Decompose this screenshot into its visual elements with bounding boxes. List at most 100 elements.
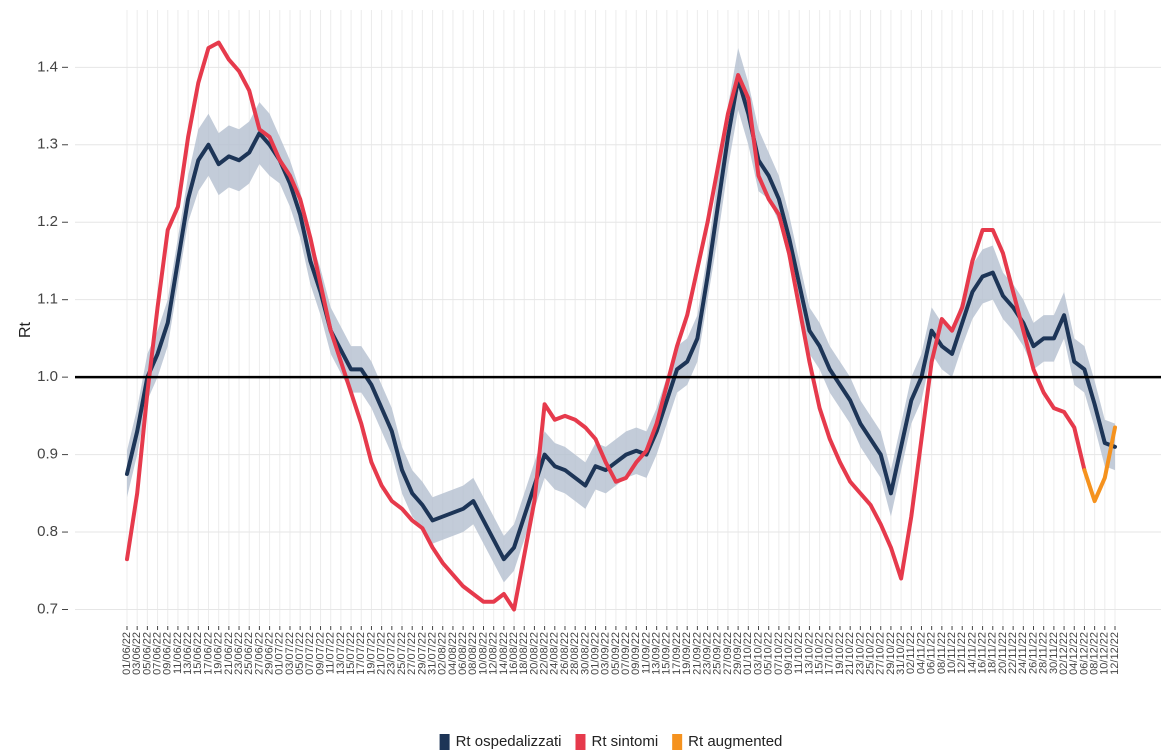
x-tick-label: 22/11/22 xyxy=(1007,632,1019,674)
x-tick-label: 29/09/22 xyxy=(732,632,744,675)
x-tick-label: 21/06/22 xyxy=(223,632,235,675)
x-tick-label: 15/10/22 xyxy=(814,632,826,675)
x-tick-label: 05/06/22 xyxy=(141,632,153,675)
x-tick-label: 09/09/22 xyxy=(630,632,642,675)
x-tick-label: 15/09/22 xyxy=(661,632,673,675)
x-tick-label: 09/10/22 xyxy=(783,632,795,675)
x-tick-label: 18/08/22 xyxy=(518,632,530,675)
x-tick-label: 09/06/22 xyxy=(162,632,174,675)
x-tick-label: 11/07/22 xyxy=(325,632,337,674)
x-tick-label: 05/10/22 xyxy=(763,632,775,675)
x-tick-label: 13/09/22 xyxy=(651,632,663,675)
x-tick-label: 31/07/22 xyxy=(426,632,438,675)
y-tick-label: 1.4 xyxy=(37,58,58,75)
x-tick-label: 17/10/22 xyxy=(824,632,836,675)
x-tick-label: 14/08/22 xyxy=(498,632,510,675)
x-tick-label: 06/11/22 xyxy=(926,632,938,674)
x-tick-label: 11/06/22 xyxy=(172,632,184,674)
series-line xyxy=(125,76,1117,562)
x-tick-label: 06/12/22 xyxy=(1078,632,1090,675)
x-tick-label: 28/08/22 xyxy=(569,632,581,675)
x-tick-label: 23/09/22 xyxy=(701,632,713,675)
legend-swatch xyxy=(575,734,586,750)
x-tick-label: 07/07/22 xyxy=(304,632,316,675)
y-tick-label: 1.2 xyxy=(37,213,58,230)
x-tick-label: 01/07/22 xyxy=(274,632,286,675)
y-tick-label: 0.9 xyxy=(37,446,58,463)
x-tick-label: 25/06/22 xyxy=(243,632,255,675)
x-tick-label: 02/08/22 xyxy=(437,632,449,675)
x-tick-label: 13/10/22 xyxy=(803,632,815,675)
y-tick-label: 0.7 xyxy=(37,600,58,617)
legend: Rt ospedalizzati Rt sintomi Rt augmented xyxy=(439,733,782,750)
series-line xyxy=(1082,425,1117,504)
x-tick-label: 26/11/22 xyxy=(1027,632,1039,674)
x-tick-label: 20/08/22 xyxy=(528,632,540,675)
x-tick-label: 24/11/22 xyxy=(1017,632,1029,674)
x-tick-label: 19/07/22 xyxy=(365,632,377,675)
x-tick-label: 04/08/22 xyxy=(447,632,459,675)
x-tick-label: 11/10/22 xyxy=(793,632,805,674)
x-tick-label: 11/09/22 xyxy=(640,632,652,674)
x-tick-label: 07/09/22 xyxy=(620,632,632,675)
x-tick-label: 23/06/22 xyxy=(233,632,245,675)
x-tick-label: 06/08/22 xyxy=(457,632,469,675)
x-tick-label: 25/07/22 xyxy=(396,632,408,675)
x-tick-label: 21/10/22 xyxy=(844,632,856,675)
x-tick-label: 16/08/22 xyxy=(508,632,520,675)
y-tick-label: 0.8 xyxy=(37,523,58,540)
x-tick-label: 22/08/22 xyxy=(539,632,551,675)
x-tick-label: 29/07/22 xyxy=(416,632,428,675)
y-tick-label: 1.3 xyxy=(37,136,58,153)
x-tick-label: 03/09/22 xyxy=(600,632,612,675)
x-tick-label: 13/07/22 xyxy=(335,632,347,675)
x-tick-label: 27/06/22 xyxy=(253,632,265,675)
legend-label: Rt ospedalizzati xyxy=(456,733,562,750)
x-tick-label: 08/08/22 xyxy=(467,632,479,675)
legend-swatch xyxy=(439,734,450,750)
x-tick-label: 10/12/22 xyxy=(1099,632,1111,675)
x-tick-label: 28/11/22 xyxy=(1038,632,1050,674)
confidence-band xyxy=(127,47,1115,583)
x-tick-label: 29/10/22 xyxy=(885,632,897,675)
x-tick-label: 03/07/22 xyxy=(284,632,296,675)
x-tick-label: 21/07/22 xyxy=(376,632,388,675)
x-tick-label: 03/06/22 xyxy=(131,632,143,675)
x-tick-label: 12/11/22 xyxy=(956,632,968,674)
x-tick-label: 05/07/22 xyxy=(294,632,306,675)
x-tick-label: 15/06/22 xyxy=(192,632,204,675)
x-tick-label: 24/08/22 xyxy=(549,632,561,675)
x-tick-label: 02/11/22 xyxy=(905,632,917,674)
legend-label: Rt augmented xyxy=(688,733,782,750)
x-tick-label: 29/06/22 xyxy=(264,632,276,675)
x-tick-label: 25/09/22 xyxy=(712,632,724,675)
legend-label: Rt sintomi xyxy=(591,733,658,750)
x-tick-label: 13/06/22 xyxy=(182,632,194,675)
x-tick-label: 20/11/22 xyxy=(997,632,1009,674)
x-tick-label: 07/10/22 xyxy=(773,632,785,675)
x-tick-label: 01/06/22 xyxy=(121,632,133,675)
x-tick-label: 10/11/22 xyxy=(946,632,958,674)
x-tick-label: 27/07/22 xyxy=(406,632,418,675)
legend-swatch xyxy=(672,734,683,750)
x-tick-label: 17/06/22 xyxy=(202,632,214,675)
x-tick-label: 01/09/22 xyxy=(589,632,601,675)
x-tick-label: 12/08/22 xyxy=(488,632,500,675)
x-tick-label: 10/08/22 xyxy=(477,632,489,675)
x-tick-label: 12/12/22 xyxy=(1109,632,1121,675)
x-tick-label: 05/09/22 xyxy=(610,632,622,675)
x-tick-label: 09/07/22 xyxy=(314,632,326,675)
x-tick-label: 17/09/22 xyxy=(671,632,683,675)
x-tick-label: 07/06/22 xyxy=(151,632,163,675)
x-tick-label: 14/11/22 xyxy=(966,632,978,674)
x-tick-label: 18/11/22 xyxy=(987,632,999,674)
x-tick-label: 16/11/22 xyxy=(976,632,988,674)
x-tick-label: 01/10/22 xyxy=(742,632,754,675)
y-tick-label: 1.0 xyxy=(37,368,58,385)
x-tick-label: 25/10/22 xyxy=(864,632,876,675)
x-tick-label: 26/08/22 xyxy=(559,632,571,675)
x-tick-label: 08/12/22 xyxy=(1089,632,1101,675)
x-tick-label: 17/07/22 xyxy=(355,632,367,675)
y-tick-label: 1.1 xyxy=(37,291,58,308)
